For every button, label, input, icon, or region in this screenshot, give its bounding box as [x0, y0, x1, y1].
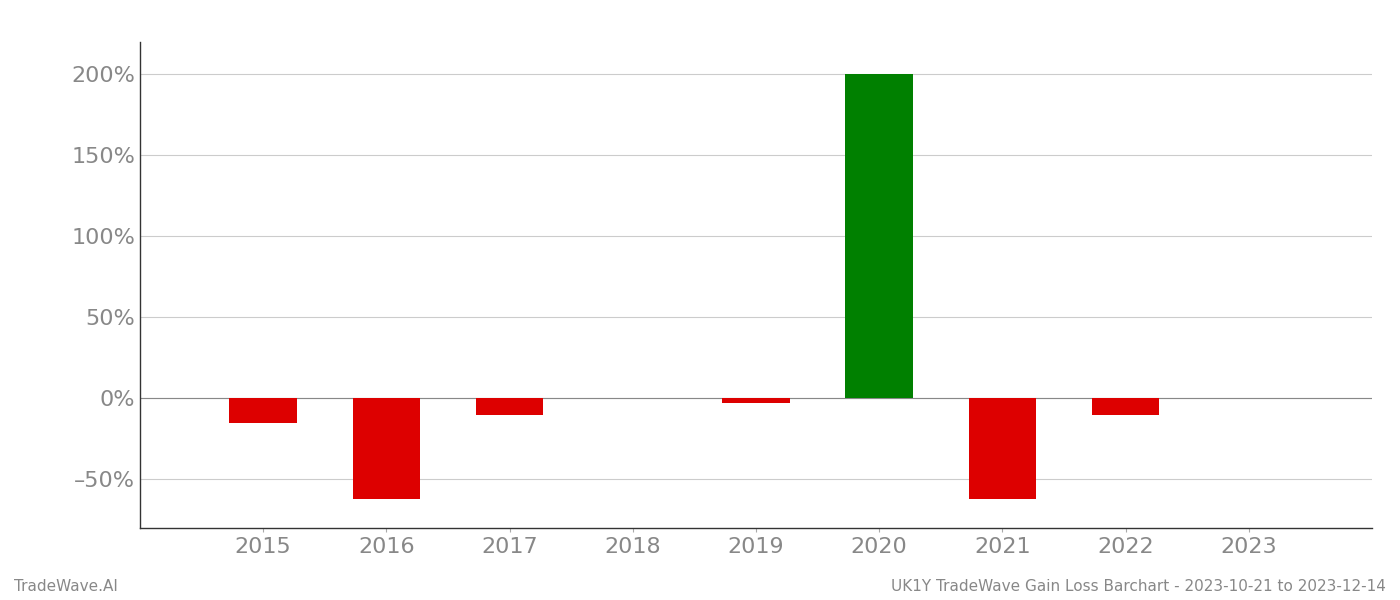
Bar	[969, 398, 1036, 499]
Text: TradeWave.AI: TradeWave.AI	[14, 579, 118, 594]
Bar	[230, 398, 297, 422]
Bar	[1092, 398, 1159, 415]
Bar	[353, 398, 420, 499]
Text: UK1Y TradeWave Gain Loss Barchart - 2023-10-21 to 2023-12-14: UK1Y TradeWave Gain Loss Barchart - 2023…	[892, 579, 1386, 594]
Bar	[846, 74, 913, 398]
Bar	[722, 398, 790, 403]
Bar	[476, 398, 543, 415]
